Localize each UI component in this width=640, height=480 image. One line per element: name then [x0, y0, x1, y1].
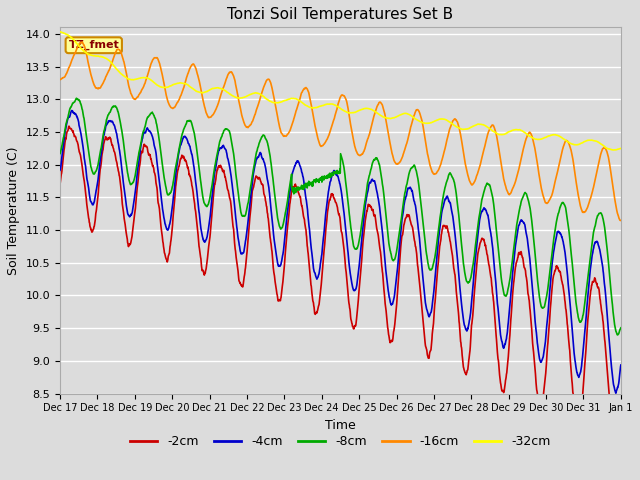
Y-axis label: Soil Temperature (C): Soil Temperature (C) [7, 146, 20, 275]
Legend: -2cm, -4cm, -8cm, -16cm, -32cm: -2cm, -4cm, -8cm, -16cm, -32cm [125, 430, 556, 453]
Title: Tonzi Soil Temperatures Set B: Tonzi Soil Temperatures Set B [227, 7, 454, 22]
Text: TZ_fmet: TZ_fmet [68, 40, 119, 50]
X-axis label: Time: Time [325, 419, 356, 432]
